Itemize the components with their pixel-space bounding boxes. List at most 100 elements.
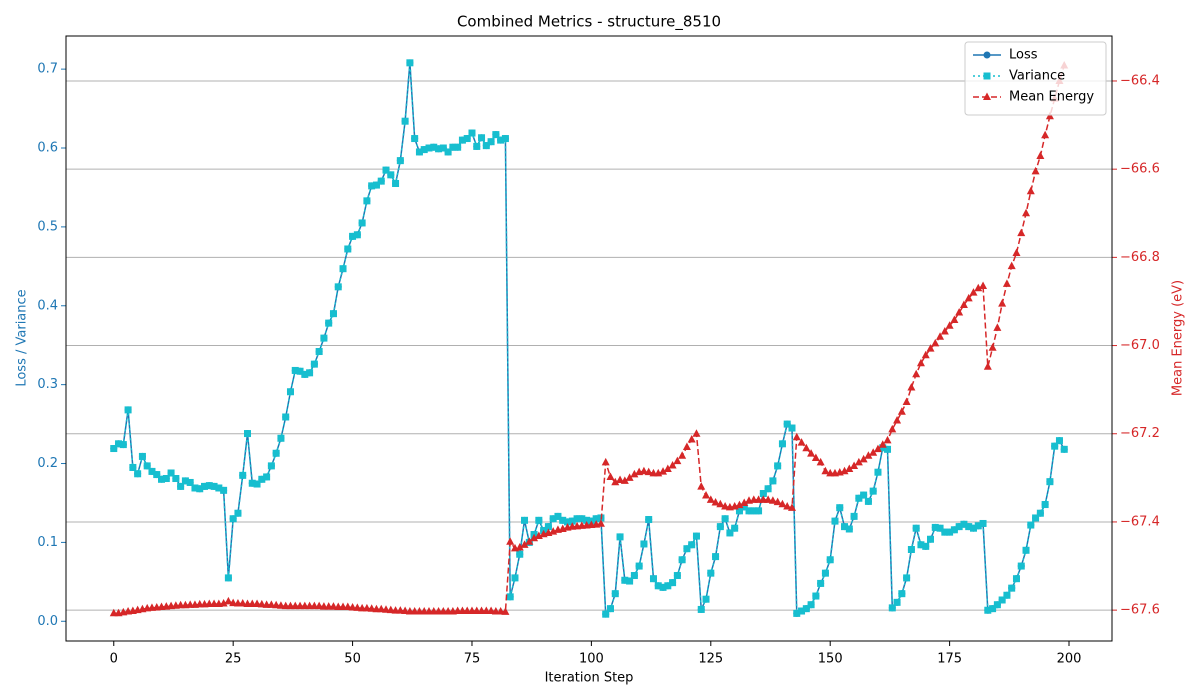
marker (731, 524, 739, 532)
marker (257, 599, 266, 608)
marker (392, 180, 400, 188)
marker (764, 485, 772, 493)
marker (692, 429, 701, 437)
x-tick-label: 75 (464, 652, 481, 667)
marker (726, 529, 734, 537)
marker (248, 479, 256, 487)
marker (320, 334, 328, 342)
marker (267, 462, 275, 470)
marker (296, 367, 304, 375)
marker (167, 469, 175, 477)
marker (682, 442, 691, 450)
marker (420, 146, 428, 154)
marker (134, 470, 142, 478)
marker (1026, 186, 1035, 195)
marker (521, 516, 529, 524)
marker (783, 502, 792, 510)
marker (735, 500, 744, 509)
x-tick-label: 200 (1057, 652, 1082, 667)
y2-tick-label: −66.6 (1120, 162, 1160, 177)
marker (620, 476, 629, 484)
marker (769, 477, 777, 485)
marker (506, 537, 515, 545)
marker (683, 545, 691, 553)
marker (817, 579, 825, 587)
marker (859, 454, 868, 463)
y2-tick-label: −67.6 (1120, 603, 1160, 618)
x-tick-label: 150 (818, 652, 843, 667)
marker (172, 475, 180, 483)
marker (205, 482, 213, 490)
y-tick-label: 0.0 (37, 614, 58, 629)
marker (783, 420, 791, 428)
marker (893, 416, 902, 424)
marker (644, 467, 653, 476)
marker (186, 478, 194, 486)
marker (353, 603, 362, 611)
marker (869, 487, 877, 495)
marker (386, 605, 395, 614)
marker (329, 310, 337, 318)
y2-tick-label: −66.8 (1120, 250, 1160, 265)
marker (1003, 591, 1011, 599)
marker (1036, 509, 1044, 517)
marker (625, 473, 634, 481)
plot-frame (65, 35, 1113, 642)
y-tick-label: 0.1 (37, 535, 58, 550)
marker (912, 524, 920, 532)
x-tick-label: 100 (579, 652, 604, 667)
marker (272, 449, 280, 457)
marker (807, 601, 815, 609)
marker (802, 443, 811, 452)
marker (515, 543, 524, 551)
marker (645, 516, 653, 524)
y2-tick-label: −67.4 (1120, 514, 1160, 529)
marker (955, 523, 963, 531)
marker (601, 457, 610, 466)
marker (1022, 546, 1030, 554)
marker (969, 288, 978, 296)
marker (215, 484, 223, 492)
marker (329, 602, 338, 610)
marker (983, 51, 991, 59)
marker (115, 440, 123, 448)
marker (306, 369, 314, 377)
marker (812, 592, 820, 600)
marker (611, 477, 620, 486)
marker (716, 499, 725, 508)
marker (406, 59, 414, 67)
marker (969, 524, 977, 532)
y-axis-label: Loss / Variance (15, 289, 30, 386)
marker (979, 519, 987, 527)
marker (224, 596, 233, 605)
marker (191, 484, 199, 492)
marker (559, 516, 567, 524)
marker (778, 440, 786, 448)
marker (315, 601, 324, 610)
marker (263, 473, 271, 481)
marker (974, 522, 982, 530)
marker (945, 321, 954, 329)
marker (344, 245, 352, 253)
marker (487, 138, 495, 146)
marker (1008, 584, 1016, 592)
marker (482, 142, 490, 150)
marker (965, 523, 973, 531)
marker (162, 475, 170, 483)
marker (158, 475, 166, 483)
marker (649, 575, 657, 583)
marker (367, 604, 376, 612)
marker (449, 143, 457, 151)
marker (702, 595, 710, 603)
marker (511, 574, 519, 582)
marker (1041, 130, 1050, 139)
marker (773, 497, 782, 506)
marker (912, 369, 921, 378)
y-tick-label: 0.2 (37, 456, 58, 471)
marker (1031, 166, 1040, 175)
marker (578, 515, 586, 523)
marker (377, 604, 386, 613)
marker (1012, 248, 1021, 256)
marker (721, 502, 730, 510)
marker (210, 482, 218, 490)
